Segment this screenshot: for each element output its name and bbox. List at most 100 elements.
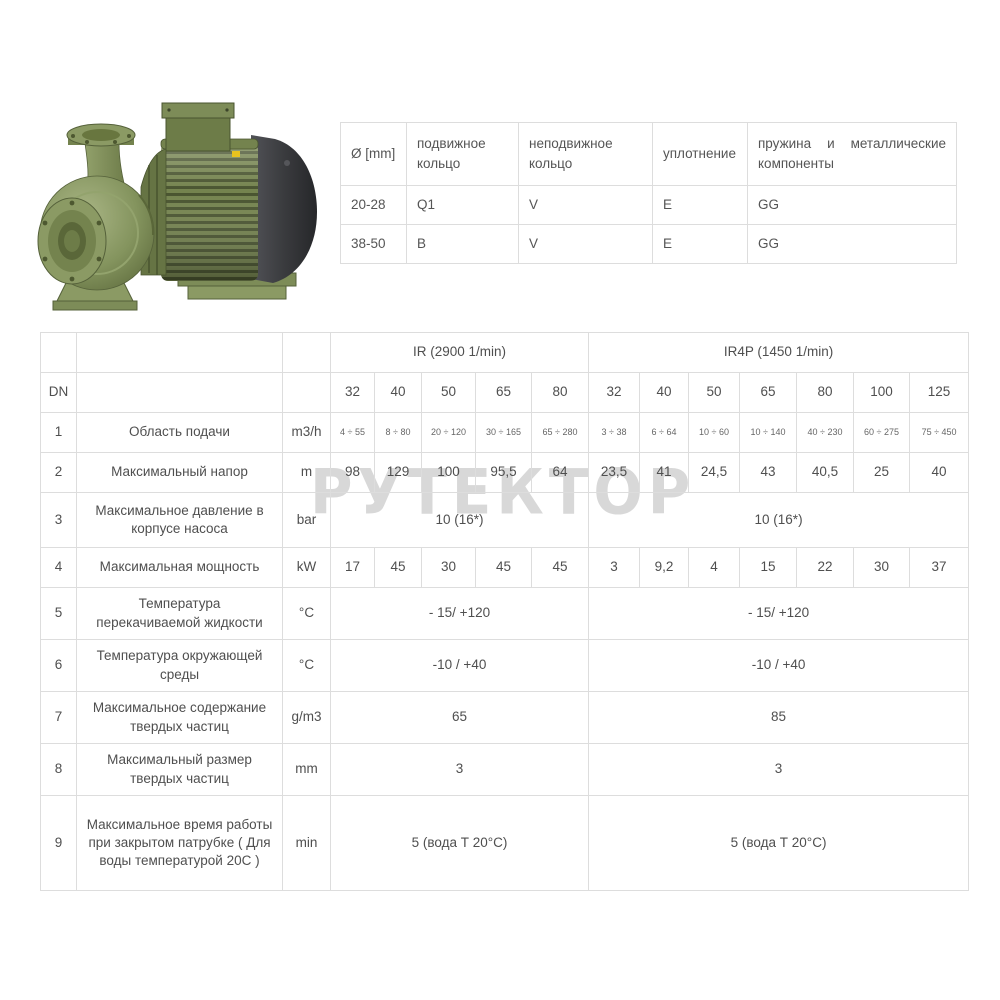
spec-row-name: Область подачи xyxy=(76,412,283,453)
spec-row: 4 Максимальная мощность kW 17 45 30 45 45 3 9,2 4 1… xyxy=(40,547,970,588)
dn-value-cell: 32 xyxy=(330,372,375,413)
spec-value-cell: 23,5 xyxy=(588,452,641,493)
spec-value-cell: 3 ÷ 38 xyxy=(588,412,641,453)
spec-value-cell: 40,5 xyxy=(796,452,855,493)
spec-row-number: 9 xyxy=(40,795,77,891)
spec-merged-ir: 5 (вода Т 20°C) xyxy=(329,795,590,891)
seal-col-header: подвижное кольцо xyxy=(406,122,519,186)
spec-value-cell: 3 xyxy=(588,547,641,588)
spec-row: 7 Максимальное содержание твердых частиц g… xyxy=(40,691,970,744)
spec-value-cell: 10 ÷ 140 xyxy=(739,412,798,453)
seal-col-header: пружина и металлические компоненты xyxy=(747,122,957,186)
spec-row-number: 1 xyxy=(40,412,77,453)
dn-value-cell: 32 xyxy=(588,372,641,413)
dn-value-cell: 80 xyxy=(530,372,590,413)
spec-row-name: Температура перекачиваемой жидкости xyxy=(76,587,283,640)
yellow-label xyxy=(232,151,240,157)
seal-col-header: неподвижное кольцо xyxy=(518,122,653,186)
spec-corner-cell xyxy=(76,332,283,373)
spec-row-unit: kW xyxy=(282,547,331,588)
spec-row-unit: min xyxy=(282,795,331,891)
suction-flange xyxy=(37,197,107,285)
spec-value-cell: 40 xyxy=(909,452,970,493)
seal-col-header: Ø [mm] xyxy=(340,122,407,186)
dn-value-cell: 65 xyxy=(475,372,532,413)
spec-value-cell: 43 xyxy=(739,452,798,493)
spec-row-name: Температура окружающей среды xyxy=(76,639,283,692)
spec-value-cell: 64 xyxy=(530,452,590,493)
spec-value-cell: 60 ÷ 275 xyxy=(853,412,911,453)
group-header-ir: IR (2900 1/min) xyxy=(329,332,590,373)
spec-value-cell: 45 xyxy=(530,547,590,588)
spec-table-body: 1 Область подачи m3/h 4 ÷ 55 8 ÷ 80 20 ÷ 120 3… xyxy=(40,412,970,891)
spec-row-name: Максимальный размер твердых частиц xyxy=(76,743,283,796)
spec-value-cell: 98 xyxy=(330,452,375,493)
spec-table: IR (2900 1/min) IR4P (1450 1/min) DN 32 4… xyxy=(40,332,970,891)
spec-row: 5 Температура перекачиваемой жидкости °C - … xyxy=(40,587,970,640)
spec-merged-ir4p: - 15/ +120 xyxy=(588,587,970,640)
spec-row: 3 Максимальное давление в корпусе насоса b… xyxy=(40,492,970,548)
motor-body xyxy=(160,138,259,281)
spec-merged-ir4p: 3 xyxy=(588,743,970,796)
spec-row: 6 Температура окружающей среды °C -10 / +40… xyxy=(40,639,970,692)
spec-row-name: Максимальный напор xyxy=(76,452,283,493)
seal-col-header: уплотнение xyxy=(652,122,748,186)
seal-table-row: 20-28 Q1 V E GG xyxy=(340,185,957,225)
spec-empty-cell xyxy=(76,372,283,413)
spec-value-cell: 22 xyxy=(796,547,855,588)
dn-value-cell: 80 xyxy=(796,372,855,413)
spec-row: 9 Максимальное время работы при закрытом … xyxy=(40,795,970,891)
spec-value-cell: 30 xyxy=(421,547,476,588)
spec-row-number: 3 xyxy=(40,492,77,548)
spec-row-unit: °C xyxy=(282,587,331,640)
seal-cell: E xyxy=(652,185,748,225)
seal-cell: V xyxy=(518,185,653,225)
spec-row-unit: m xyxy=(282,452,331,493)
spec-value-cell: 30 ÷ 165 xyxy=(475,412,532,453)
spec-row-unit: bar xyxy=(282,492,331,548)
dn-value-cell: 40 xyxy=(639,372,690,413)
spec-row-number: 4 xyxy=(40,547,77,588)
spec-row-unit: °C xyxy=(282,639,331,692)
spec-value-cell: 8 ÷ 80 xyxy=(374,412,422,453)
spec-row-unit: m3/h xyxy=(282,412,331,453)
seal-cell: GG xyxy=(747,224,957,264)
group-header-ir4p: IR4P (1450 1/min) xyxy=(588,332,970,373)
spec-value-cell: 4 xyxy=(688,547,741,588)
spec-value-cell: 65 ÷ 280 xyxy=(530,412,590,453)
spec-merged-ir4p: 5 (вода Т 20°C) xyxy=(588,795,970,891)
spec-group-header-row: IR (2900 1/min) IR4P (1450 1/min) xyxy=(40,332,970,373)
seal-cell: B xyxy=(406,224,519,264)
spec-value-cell: 9,2 xyxy=(639,547,690,588)
fan-cover xyxy=(251,135,317,283)
seal-material-table: Ø [mm] подвижное кольцо неподвижное кольцо… xyxy=(340,122,957,264)
spec-value-cell: 37 xyxy=(909,547,970,588)
spec-row-number: 8 xyxy=(40,743,77,796)
seal-cell: 20-28 xyxy=(340,185,407,225)
dn-value-cell: 100 xyxy=(853,372,911,413)
pump-photo-svg xyxy=(37,102,317,311)
spec-value-cell: 10 ÷ 60 xyxy=(688,412,741,453)
dn-value-cell: 40 xyxy=(374,372,422,413)
spec-value-cell: 4 ÷ 55 xyxy=(330,412,375,453)
spec-value-cell: 25 xyxy=(853,452,911,493)
spec-merged-ir: - 15/ +120 xyxy=(329,587,590,640)
spec-dn-row: DN 32 40 50 65 80 32 40 50 65 80 100 125 xyxy=(40,372,970,413)
spec-row-unit: mm xyxy=(282,743,331,796)
spec-row: 8 Максимальный размер твердых частиц mm 3 3 xyxy=(40,743,970,796)
spec-value-cell: 6 ÷ 64 xyxy=(639,412,690,453)
spec-value-cell: 20 ÷ 120 xyxy=(421,412,476,453)
spec-merged-ir: 3 xyxy=(329,743,590,796)
spec-row-number: 2 xyxy=(40,452,77,493)
spec-merged-ir4p: 10 (16*) xyxy=(588,492,970,548)
seal-cell: E xyxy=(652,224,748,264)
spec-merged-ir: 10 (16*) xyxy=(329,492,590,548)
spec-row: 2 Максимальный напор m 98 129 100 95,5 64 23,5 41… xyxy=(40,452,970,493)
spec-row-name: Максимальное давление в корпусе насоса xyxy=(76,492,283,548)
dn-value-cell: 50 xyxy=(421,372,476,413)
spec-merged-ir: 65 xyxy=(329,691,590,744)
spec-merged-ir4p: 85 xyxy=(588,691,970,744)
spec-value-cell: 17 xyxy=(330,547,375,588)
seal-cell: 38-50 xyxy=(340,224,407,264)
spec-value-cell: 75 ÷ 450 xyxy=(909,412,970,453)
